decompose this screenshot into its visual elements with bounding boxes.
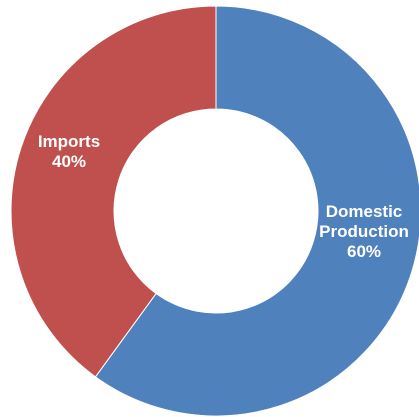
slice-name-label: Production — [319, 222, 409, 241]
donut-slices — [10, 5, 419, 417]
slice-percent-label: 60% — [347, 242, 381, 261]
slice-name-label: Domestic — [326, 202, 403, 221]
slice-labels: Domestic Production 60% Imports 40% — [38, 132, 409, 261]
donut-slice-1 — [10, 5, 217, 378]
slice-label-1: Imports 40% — [38, 132, 100, 171]
slice-percent-label: 40% — [52, 152, 86, 171]
donut-slice-0 — [94, 5, 419, 417]
slice-name-label: Imports — [38, 132, 100, 151]
slice-label-0: Domestic Production 60% — [319, 202, 409, 261]
